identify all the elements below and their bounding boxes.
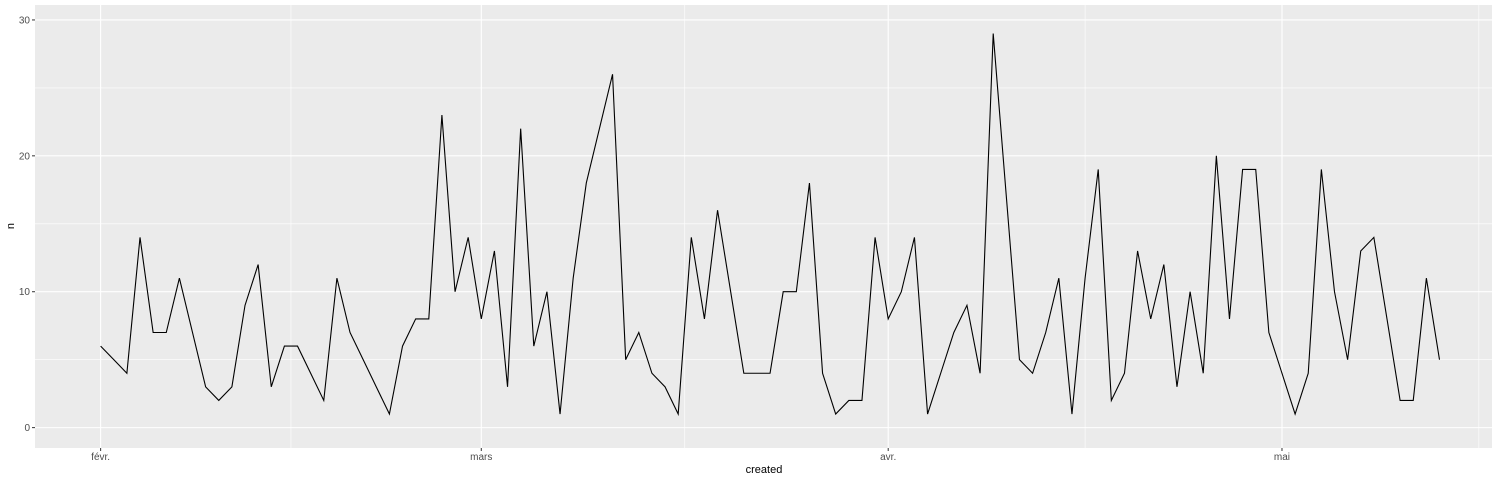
x-tick-label: avr. xyxy=(880,452,896,463)
y-tick-label: 10 xyxy=(19,287,31,298)
x-tick-label: févr. xyxy=(91,452,110,463)
y-axis-title: n xyxy=(5,223,17,229)
y-tick-label: 30 xyxy=(19,15,31,26)
panel-background xyxy=(35,5,1492,448)
axes: 0 10 20 30 févr. mars avr. mai xyxy=(19,15,1290,463)
y-tick-label: 0 xyxy=(24,423,30,434)
y-tick-label: 20 xyxy=(19,151,31,162)
x-axis-title: created xyxy=(746,464,783,476)
series-line xyxy=(100,33,1441,417)
x-tick-label: mars xyxy=(470,452,492,463)
gridlines xyxy=(35,5,1492,448)
x-tick-label: mai xyxy=(1274,452,1290,463)
